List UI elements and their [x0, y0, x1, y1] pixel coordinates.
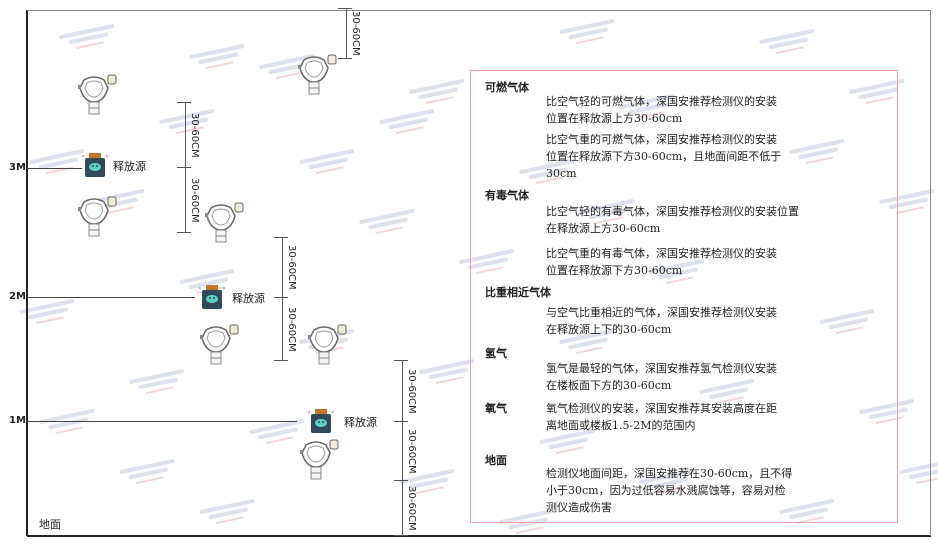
dimension-tick [394, 421, 408, 422]
level-line-2m [27, 297, 195, 298]
info-line: 位置在释放源下方30-60cm，且地面间距不低于 [546, 150, 782, 163]
gas-detector-icon [200, 322, 240, 366]
dimension-line [402, 360, 403, 421]
watermark-logo [898, 454, 938, 490]
dimension-line [402, 421, 403, 480]
watermark-logo [558, 14, 622, 50]
info-paragraph: 氧气检测仪的安装，深国安推荐其安装高度在距 离地面或楼板1.5-2M的范围内 [546, 400, 777, 434]
info-heading: 比重相近气体 [485, 286, 551, 299]
watermark-logo [358, 204, 422, 240]
dimension-tick [177, 167, 191, 168]
dimension-label: 30-60CM [406, 368, 417, 414]
info-paragraph: 比空气重的有毒气体，深国安推荐检测仪的安装 位置在释放源下方30-60cm [546, 245, 777, 279]
dimension-line [282, 237, 283, 297]
level-line-3m [27, 168, 82, 169]
left-wall [26, 10, 28, 536]
dimension-line [185, 167, 186, 232]
info-line: 比空气重的可燃气体，深国安推荐检测仪的安装 [546, 133, 777, 146]
gas-detector-icon [308, 322, 348, 366]
info-line: 位置在释放源下方30-60cm [546, 264, 683, 277]
dimension-tick [394, 360, 408, 361]
watermark-logo [408, 74, 472, 110]
info-heading: 氧气 [485, 402, 507, 415]
info-line: 比空气轻的可燃气体，深国安推荐检测仪的安装 [546, 95, 777, 108]
watermark-logo [378, 104, 442, 140]
dimension-tick [177, 232, 191, 233]
watermark-logo [198, 494, 262, 530]
dimension-line [185, 102, 186, 167]
dimension-label: 30-60CM [406, 428, 417, 474]
dimension-line [282, 297, 283, 360]
release-source-icon [82, 152, 108, 178]
watermark-logo [298, 144, 362, 180]
level-label-1m: 1M [9, 415, 26, 426]
gas-detector-icon [78, 194, 118, 238]
gas-detector-icon [78, 72, 118, 116]
info-line: 小于30cm，因为过低容易水溅腐蚀等，容易对检 [546, 484, 786, 497]
info-line: 在楼板面下方的30-60cm [546, 379, 672, 392]
info-line: 与空气比重相近的气体，深国安推荐检测仪安装 [546, 306, 777, 319]
dimension-tick [274, 360, 288, 361]
info-line: 在释放源上方30-60cm [546, 222, 661, 235]
info-heading: 可燃气体 [485, 81, 529, 94]
release-source-icon [199, 284, 225, 310]
watermark-logo [38, 404, 102, 440]
info-paragraph: 与空气比重相近的气体，深国安推荐检测仪安装 在释放源上下的30-60cm [546, 304, 777, 338]
dimension-label: 30-60CM [406, 485, 417, 531]
dimension-label: 30-60CM [189, 177, 200, 223]
level-label-3m: 3M [9, 162, 26, 173]
release-source-label: 释放源 [344, 416, 377, 429]
gas-detector-icon [298, 52, 338, 96]
dimension-line [402, 480, 403, 535]
watermark-logo [128, 364, 192, 400]
info-heading: 有毒气体 [485, 189, 529, 202]
ceiling-line [27, 10, 931, 11]
dimension-tick [338, 8, 352, 9]
dimension-tick [394, 480, 408, 481]
info-panel: 可燃气体比空气轻的可燃气体，深国安推荐检测仪的安装 位置在释放源上方30-60cm… [470, 70, 898, 523]
info-line: 氢气是最轻的气体，深国安推荐氢气检测仪安装 [546, 362, 777, 375]
watermark-logo [758, 24, 822, 60]
watermark-logo [118, 454, 182, 490]
watermark-logo [188, 39, 252, 75]
level-line-1m [27, 421, 297, 422]
dimension-label: 30-60CM [286, 245, 297, 290]
release-source-icon [308, 408, 334, 434]
info-paragraph: 比空气轻的有毒气体，深国安推荐检测仪的安装位置 在释放源上方30-60cm [546, 203, 799, 237]
dimension-label: 30-60CM [189, 112, 200, 158]
dimension-label: 30-60CM [350, 11, 361, 56]
dimension-tick [274, 237, 288, 238]
ground-label: 地面 [39, 518, 61, 531]
info-line: 位置在释放源上方30-60cm [546, 112, 683, 125]
gas-detector-icon [300, 437, 340, 481]
level-label-2m: 2M [9, 291, 26, 302]
release-source-label: 释放源 [113, 160, 146, 173]
info-line: 氧气检测仪的安装，深国安推荐其安装高度在距 [546, 402, 777, 415]
info-line: 比空气重的有毒气体，深国安推荐检测仪的安装 [546, 247, 777, 260]
info-heading: 地面 [485, 454, 507, 467]
info-paragraph: 检测仪地面间距，深国安推荐在30-60cm，且不得 小于30cm，因为过低容易水溅… [546, 465, 792, 516]
gas-detector-icon [205, 200, 245, 244]
dimension-tick [394, 535, 408, 536]
release-source-label: 释放源 [232, 292, 265, 305]
info-paragraph: 比空气重的可燃气体，深国安推荐检测仪的安装 位置在释放源下方30-60cm，且地面… [546, 131, 781, 182]
floor-line [27, 535, 931, 537]
right-wall [930, 10, 931, 536]
info-paragraph: 氢气是最轻的气体，深国安推荐氢气检测仪安装 在楼板面下方的30-60cm [546, 360, 777, 394]
info-heading: 氢气 [485, 347, 507, 360]
dimension-tick [177, 102, 191, 103]
dimension-tick [338, 58, 352, 59]
info-line: 测仪造成伤害 [546, 501, 612, 514]
info-line: 比空气轻的有毒气体，深国安推荐检测仪的安装位置 [546, 205, 799, 218]
info-line: 离地面或楼板1.5-2M的范围内 [546, 419, 696, 432]
dimension-label: 30-60CM [286, 306, 297, 352]
dimension-line [346, 8, 347, 58]
info-line: 检测仪地面间距，深国安推荐在30-60cm，且不得 [546, 467, 793, 480]
info-paragraph: 比空气轻的可燃气体，深国安推荐检测仪的安装 位置在释放源上方30-60cm [546, 93, 777, 127]
watermark-logo [58, 19, 122, 55]
info-line: 30cm [546, 167, 577, 180]
info-line: 在释放源上下的30-60cm [546, 323, 672, 336]
dimension-tick [274, 297, 288, 298]
